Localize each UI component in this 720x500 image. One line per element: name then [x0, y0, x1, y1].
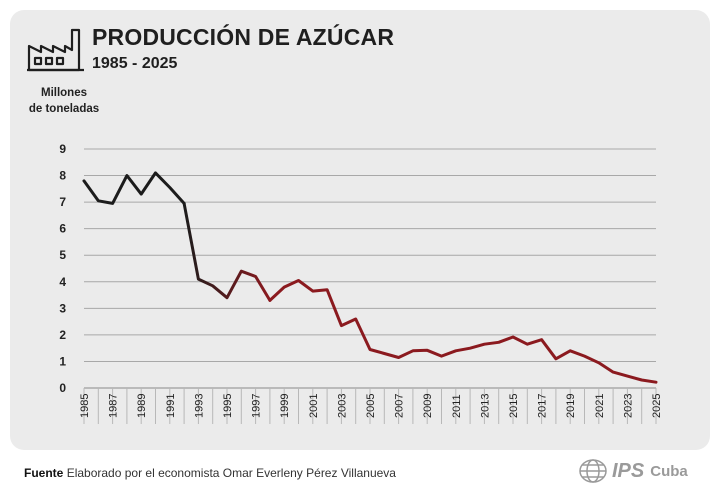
y-tick-label-7: 7	[59, 195, 66, 209]
source-label: Fuente	[24, 466, 64, 480]
x-tick-label-2011: 2011	[451, 394, 463, 418]
x-tick-label-2013: 2013	[479, 394, 491, 418]
chart-title: PRODUCCIÓN DE AZÚCAR	[92, 24, 395, 50]
x-tick-label-2017: 2017	[537, 394, 549, 418]
x-tick-label-1993: 1993	[193, 394, 205, 418]
x-tick-label-2023: 2023	[622, 394, 634, 418]
y-tick-label-1: 1	[59, 354, 66, 368]
logo-region-text: Cuba	[650, 462, 688, 480]
y-axis-label-line2: de toneladas	[28, 103, 100, 115]
source-note: Fuente Elaborado por el economista Omar …	[24, 466, 396, 480]
y-axis-label: Millones de toneladas	[22, 85, 106, 117]
globe-icon	[579, 459, 607, 483]
x-tick-label-1997: 1997	[251, 394, 263, 418]
logo-ips-text: IPS	[612, 459, 645, 482]
y-tick-label-3: 3	[59, 301, 66, 315]
y-tick-label-4: 4	[59, 275, 66, 289]
y-tick-label-9: 9	[59, 142, 66, 156]
y-tick-label-8: 8	[59, 169, 66, 183]
y-tick-label-5: 5	[59, 248, 66, 262]
x-tick-label-1985: 1985	[79, 394, 91, 418]
y-tick-label-6: 6	[59, 222, 66, 236]
chart-subtitle: 1985 - 2025	[92, 55, 178, 72]
x-tick-label-1991: 1991	[165, 394, 177, 418]
source-text: Elaborado por el economista Omar Everlen…	[66, 466, 396, 480]
x-tick-label-2009: 2009	[422, 394, 434, 418]
y-tick-label-0: 0	[59, 381, 66, 395]
y-tick-label-2: 2	[59, 328, 66, 342]
x-tick-label-1999: 1999	[279, 394, 291, 418]
x-tick-label-2021: 2021	[594, 394, 606, 418]
x-tick-label-2007: 2007	[394, 394, 406, 418]
x-tick-label-2025: 2025	[651, 394, 663, 418]
chart-card	[10, 10, 710, 450]
line-chart: 0 1 2 3 4 5 6 7 8 9 1985 1987 1989 1991 1993 1995 1997 19…	[59, 142, 663, 424]
x-tick-label-1989: 1989	[136, 394, 148, 418]
x-tick-label-2015: 2015	[508, 394, 520, 418]
x-tick-label-1987: 1987	[108, 394, 120, 418]
series-line-late	[268, 279, 658, 384]
x-tick-label-2001: 2001	[308, 394, 320, 418]
x-tick-label-2003: 2003	[336, 394, 348, 418]
y-axis-label-line1: Millones	[40, 87, 87, 99]
x-tick-label-2019: 2019	[565, 394, 577, 418]
series-line-transition	[182, 201, 272, 302]
ips-logo: IPS Cuba	[578, 458, 688, 484]
x-tick-label-2005: 2005	[365, 394, 377, 418]
factory-icon	[27, 28, 84, 72]
x-tick-label-1995: 1995	[222, 394, 234, 418]
series-line-early	[82, 171, 186, 205]
